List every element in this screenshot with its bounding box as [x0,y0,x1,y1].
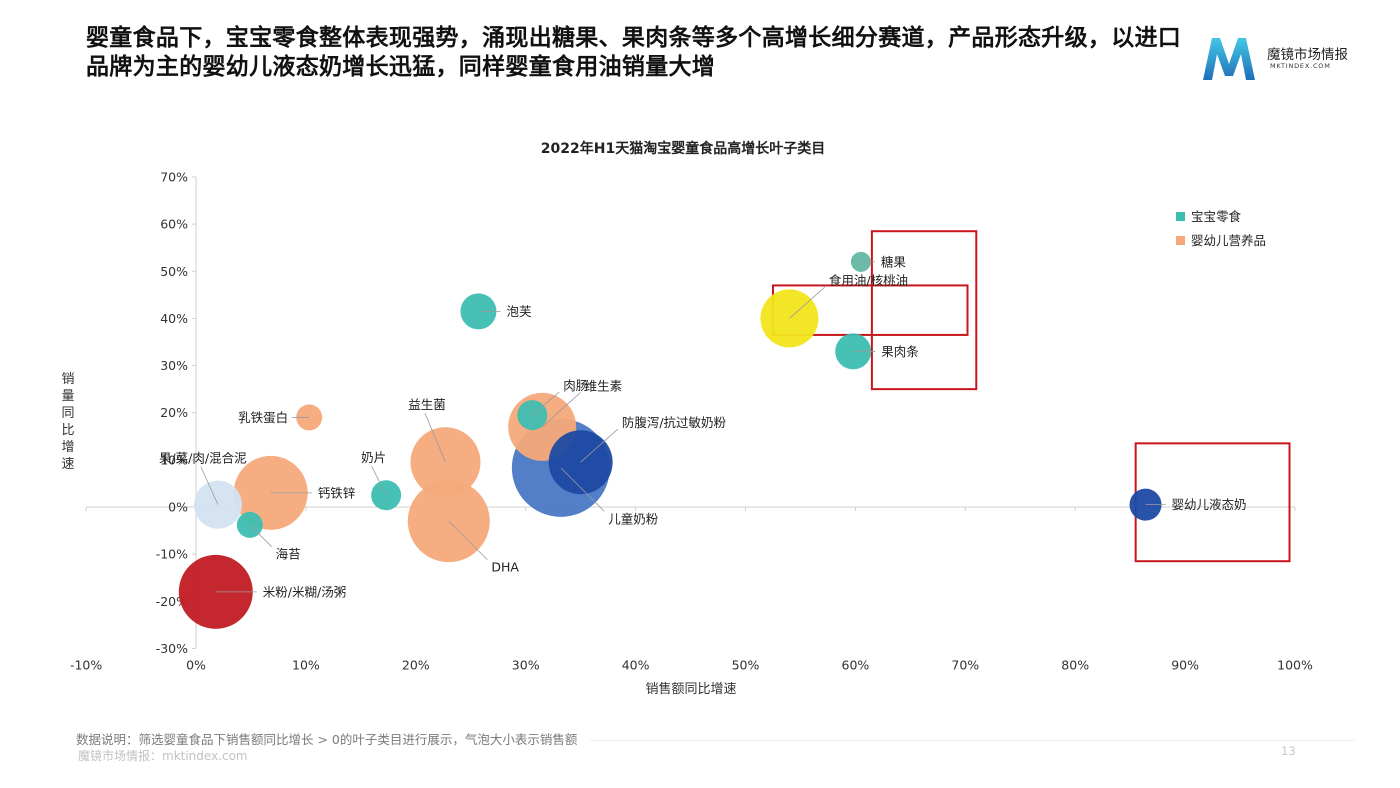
data-label-肉肠: 肉肠 [563,378,588,393]
y-axis-label: 销量同比增速 [61,372,74,472]
y-tick-label: 0% [168,500,188,515]
y-tick-label: 20% [160,405,188,420]
data-label-乳铁蛋白: 乳铁蛋白 [238,410,288,425]
x-tick-label: 40% [622,657,650,672]
data-label-益生菌: 益生菌 [408,397,446,412]
x-tick-label: 70% [951,657,979,672]
x-tick-label: 80% [1061,657,1089,672]
legend-swatch [1176,212,1185,221]
x-tick-label: 10% [292,657,320,672]
label-leader-line [249,524,272,547]
data-label-防腹泻/抗过敏奶粉: 防腹泻/抗过敏奶粉 [622,415,727,430]
logo-name: 魔镜市场情报 [1267,47,1348,63]
data-label-维生素: 维生素 [585,378,623,393]
data-label-果肉条: 果肉条 [881,344,919,359]
y-tick-label: -10% [156,547,188,562]
data-label-钙铁锌: 钙铁锌 [318,485,356,500]
y-tick-label: -30% [156,641,188,656]
data-label-果/菜/肉/混合泥: 果/菜/肉/混合泥 [159,451,247,466]
y-tick-label: 50% [160,264,188,279]
y-tick-label: 10% [160,452,188,467]
x-tick-label: 100% [1277,657,1313,672]
brand-logo: 魔镜市场情报 MKTINDEX.COM [1200,34,1375,84]
y-tick-label: 60% [160,217,188,232]
source-text: 魔镜市场情报：mktindex.com [78,749,248,763]
x-tick-label: 50% [732,657,760,672]
y-tick-label: 40% [160,311,188,326]
legend-label: 婴幼儿营养品 [1191,233,1266,248]
page-headline: 婴童食品下，宝宝零食整体表现强势，涌现出糖果、果肉条等多个高增长细分赛道，产品形… [86,25,1182,80]
label-leader-line [532,391,560,416]
data-label-DHA: DHA [491,560,519,575]
data-label-泡芙: 泡芙 [506,304,532,319]
legend-swatch [1176,236,1185,245]
legend-label: 宝宝零食 [1191,209,1242,224]
label-leader-line [560,467,605,512]
y-tick-label: 30% [160,358,188,373]
data-note: 数据说明：筛选婴童食品下销售额同比增长 > 0的叶子类目进行展示，气泡大小表示销… [76,732,578,747]
highlight-box [870,230,978,391]
data-label-奶片: 奶片 [361,450,386,465]
data-label-婴幼儿液态奶: 婴幼儿液态奶 [1172,497,1247,512]
data-label-儿童奶粉: 儿童奶粉 [608,511,659,526]
x-tick-label: -10% [70,657,102,672]
data-label-海苔: 海苔 [276,547,301,562]
logo-domain: MKTINDEX.COM [1270,62,1331,70]
x-tick-label: 90% [1171,657,1199,672]
x-tick-label: 0% [186,657,206,672]
footer-divider [590,740,1355,741]
chart-axes: -10% 0% 10% 20% 30% 40% 50% 60% 70% 80% 90% 100% -30… [70,170,1313,673]
y-tick-label: 70% [160,170,188,185]
x-axis-label: 销售额同比增速 [645,681,736,697]
data-label-食用油/核桃油: 食用油/核桃油 [829,273,908,288]
label-leader-line [424,413,446,463]
mktindex-logo-icon [1203,38,1255,80]
label-leader-line [789,286,826,319]
x-tick-label: 20% [402,657,430,672]
data-label-糖果: 糖果 [881,254,907,269]
label-leader-line [371,466,387,496]
chart-title: 2022年H1天猫淘宝婴童食品高增长叶子类目 [541,140,825,157]
page-number: 13 [1281,744,1296,758]
label-leader-line [541,392,581,428]
label-leader-line [200,466,219,505]
label-leader-line [580,428,619,463]
data-label-米粉/米糊/汤粥: 米粉/米糊/汤粥 [263,584,346,599]
label-leader-line [448,520,488,561]
bubbles [178,251,1162,629]
x-tick-label: 30% [512,657,540,672]
x-tick-label: 60% [842,657,870,672]
